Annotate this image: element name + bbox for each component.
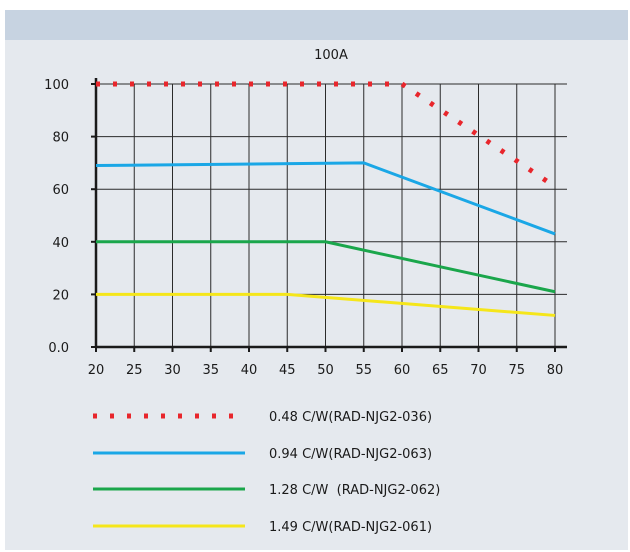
series-line-2: [95, 161, 556, 236]
legend-label-4: 1.49 C/W(RAD-NJG2-061): [269, 520, 432, 535]
x-tick-label: 70: [470, 363, 487, 378]
y-axis-ticks: 0.0 20 40 60 80 100: [44, 78, 96, 356]
x-tick-label: 45: [279, 363, 296, 378]
x-tick-label: 25: [126, 363, 143, 378]
chart-panel: 100A 20 25 30 35 40 45 50 55 60 65 70 75 80 0.0 20 40 6…: [5, 10, 628, 550]
x-tick-label: 30: [164, 363, 181, 378]
x-tick-label: 40: [241, 363, 258, 378]
x-axis-ticks: 20 25 30 35 40 45 50 55 60 65 70 75 80: [88, 347, 564, 378]
y-tick-label: 80: [52, 131, 69, 146]
series-line-3: [96, 240, 556, 294]
legend-label-3: 1.28 C/W (RAD-NJG2-062): [269, 483, 440, 498]
series-line-4: [96, 292, 556, 317]
y-tick-label: 20: [52, 288, 69, 303]
grid: [95, 83, 567, 348]
x-tick-label: 50: [317, 363, 334, 378]
x-tick-label: 60: [394, 363, 411, 378]
chart: 100A 20 25 30 35 40 45 50 55 60 65 70 75 80 0.0 20 40 6…: [44, 48, 567, 535]
series-layer: [95, 81, 557, 317]
axes: [94, 78, 567, 349]
x-tick-label: 75: [508, 363, 525, 378]
x-tick-label: 80: [547, 363, 564, 378]
x-tick-label: 20: [88, 363, 105, 378]
legend-label-2: 0.94 C/W(RAD-NJG2-063): [269, 447, 432, 462]
x-tick-label: 55: [355, 363, 372, 378]
series-line-1: [96, 81, 557, 189]
x-tick-label: 65: [432, 363, 449, 378]
chart-title: 100A: [314, 48, 348, 63]
x-tick-label: 35: [202, 363, 219, 378]
y-tick-label: 0.0: [48, 341, 69, 356]
legend-label-1: 0.48 C/W(RAD-NJG2-036): [269, 410, 432, 425]
header-band: [5, 10, 628, 40]
y-tick-label: 40: [52, 236, 69, 251]
y-tick-label: 100: [44, 78, 69, 93]
legend: 0.48 C/W(RAD-NJG2-036) 0.94 C/W(RAD-NJG2-…: [93, 410, 440, 535]
y-tick-label: 60: [52, 183, 69, 198]
